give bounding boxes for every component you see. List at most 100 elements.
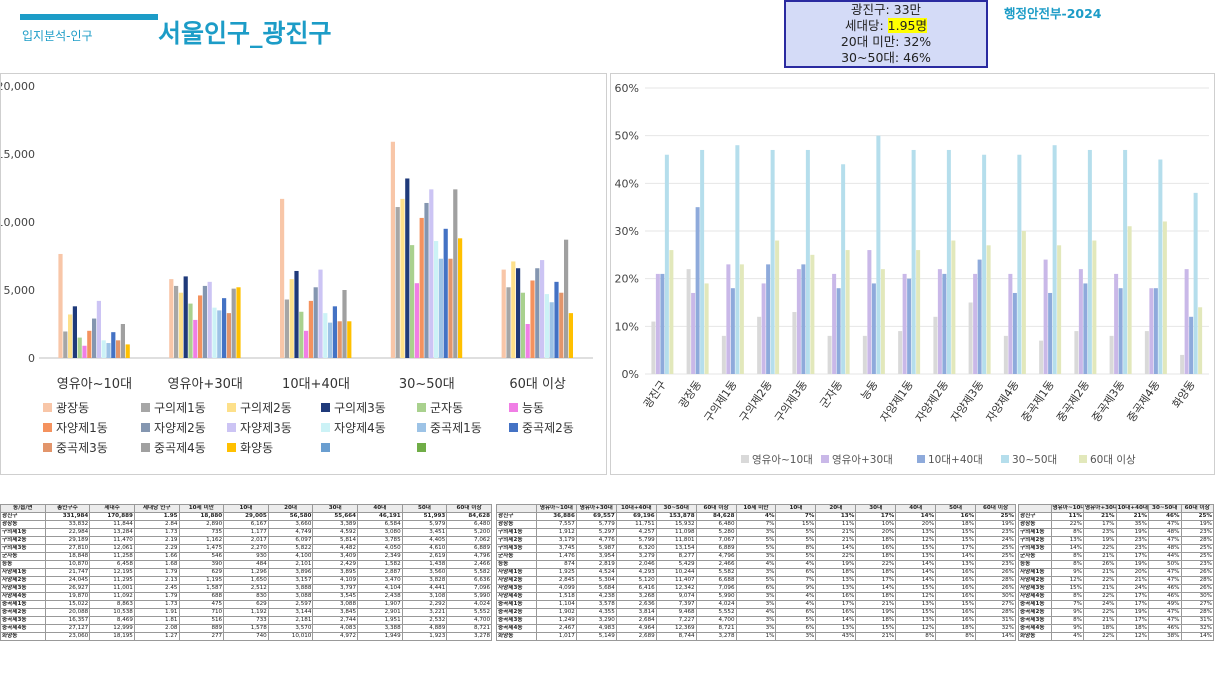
table-cell: 2,017: [223, 536, 269, 545]
bar: [761, 283, 766, 374]
table-cell: 14%: [895, 512, 937, 521]
bar: [1144, 331, 1149, 374]
table-cell: 5,987: [575, 544, 617, 553]
y-tick-label: 0: [28, 352, 35, 365]
table-cell: 2,270: [223, 544, 269, 553]
legend-swatch: [741, 455, 749, 463]
table-cell: 47%: [1148, 616, 1182, 625]
table-cell: 3,814: [615, 608, 657, 617]
legend-label: 중곡제2동: [522, 421, 574, 435]
table-cell: 광장동: [496, 520, 537, 529]
table-cell: 9,074: [655, 592, 697, 601]
table-cell: 7,557: [535, 520, 577, 529]
table-cell: 14%: [895, 568, 937, 577]
bar: [880, 269, 885, 374]
bar: [721, 335, 726, 374]
table-cell: 구의제3동: [1018, 544, 1052, 553]
legend-label: 광장동: [56, 401, 89, 415]
x-tick-label: 구의제2동: [737, 378, 775, 424]
legend-swatch: [509, 403, 518, 412]
table-cell: 중곡제4동: [0, 624, 46, 633]
table-cell: 930: [223, 552, 269, 561]
bar: [202, 285, 207, 358]
table-cell: 49%: [1148, 600, 1182, 609]
table-cell: 24%: [975, 536, 1016, 545]
bar: [299, 311, 304, 358]
table-header-cell: 영유아+30대: [575, 504, 617, 513]
table-cell: 8,721: [446, 624, 492, 633]
table-cell: 16%: [935, 592, 977, 601]
table-cell: 14%: [895, 560, 937, 569]
table-cell: 2,744: [312, 616, 358, 625]
table-cell: 자양제4동: [1018, 592, 1052, 601]
right-chart-panel: 0% 10% 20% 30% 40% 50% 60% 광진구 광장동 구의제1동 구의제2동 구의제3…: [610, 73, 1215, 475]
bar: [448, 258, 453, 358]
table-row: 자양제3동 26,927 11,001 2.45 1,587 2,512 3,888 3,79…: [0, 584, 492, 593]
table-cell: 11,001: [89, 584, 135, 593]
table-cell: 15%: [855, 624, 897, 633]
table-row: 자양제4동 19,870 11,092 1.79 688 830 3,088 3,545 2,4…: [0, 592, 492, 601]
bar: [810, 254, 815, 374]
table-cell: 4,441: [401, 584, 448, 593]
table-cell: 3%: [735, 552, 777, 561]
legend-swatch: [227, 403, 236, 412]
legend-swatch: [43, 403, 52, 412]
bar: [188, 303, 193, 358]
table-row: 중곡제4동 9% 18% 18% 46% 32%: [1018, 624, 1214, 633]
table-cell: 5,582: [695, 568, 737, 577]
bar: [289, 279, 294, 358]
data-tables: 동/읍/면 총인구수 세대수 세대당 인구 10세 미만 10대 20대 30대 40대 50대 6…: [0, 504, 1216, 684]
table-row: 중곡제2동 20,088 10,538 1.91 710 1,192 3,144 3,845 2…: [0, 608, 492, 617]
header-accent-bar: [20, 14, 158, 20]
table-row: 구의제2동 3,179 4,776 5,799 11,801 7,067 5% 5% 21% 18…: [496, 536, 1016, 545]
table-cell: 16%: [935, 616, 977, 625]
table-header-cell: 30~50대: [1148, 504, 1182, 513]
x-tick-label: 화양동: [1170, 378, 1198, 410]
legend-swatch: [321, 423, 330, 432]
bar: [530, 280, 535, 358]
table-cell: 12%: [1050, 576, 1084, 585]
age-group-population-chart: 0 5,000 10,000 15,000 20,000 영유아~10대 영유아+30대 10…: [0, 80, 593, 455]
table-cell: 13%: [815, 584, 857, 593]
summary-box: 광진구: 33만 세대당: 1.95명 20대 미만: 32% 30~50대: …: [784, 0, 988, 68]
table-cell: 3,278: [695, 632, 737, 641]
table-cell: 2,597: [267, 600, 314, 609]
table-cell: 8%: [775, 544, 817, 553]
table-cell: 18,848: [44, 552, 91, 561]
bar: [801, 264, 806, 374]
table-cell: 7,096: [695, 584, 737, 593]
table-cell: 22,984: [44, 528, 91, 537]
table-cell: 26%: [975, 584, 1016, 593]
table-cell: 27%: [975, 600, 1016, 609]
table-cell: 중곡제3동: [1018, 616, 1052, 625]
table-cell: 23%: [1180, 560, 1214, 569]
table-cell: 25%: [975, 552, 1016, 561]
table-cell: 15,022: [44, 600, 91, 609]
table-cell: 10,010: [267, 632, 314, 641]
legend-label: 구의제3동: [334, 401, 386, 415]
table-cell: 2,619: [401, 552, 448, 561]
table-cell: 15%: [935, 536, 977, 545]
table-cell: 4,238: [575, 592, 617, 601]
table-cell: 1,177: [223, 528, 269, 537]
bar: [946, 149, 951, 374]
bar: [501, 269, 506, 358]
table-row: 자양제3동 4,099 5,684 6,416 12,342 7,096 6% 9% 13% 14…: [496, 584, 1016, 593]
table-cell: 6%: [775, 568, 817, 577]
y-tick-label: 15,000: [1, 148, 35, 161]
table-cell: 3,080: [357, 528, 403, 537]
table-cell: 1.79: [133, 592, 180, 601]
table-cell: 21%: [1083, 568, 1117, 577]
table-cell: 21%: [1083, 616, 1117, 625]
table-cell: 69,196: [615, 512, 657, 521]
table-cell: 11%: [815, 520, 857, 529]
table-cell: 18%: [815, 568, 857, 577]
bar: [212, 307, 217, 358]
table-cell: 16%: [855, 544, 897, 553]
bar: [1198, 307, 1203, 374]
table-header-cell: 30~50대: [655, 504, 697, 513]
table-cell: 14%: [815, 544, 857, 553]
table-cell: 1,587: [178, 584, 225, 593]
legend-label: 10대+40대: [928, 454, 983, 466]
table-cell: 6,458: [89, 560, 135, 569]
